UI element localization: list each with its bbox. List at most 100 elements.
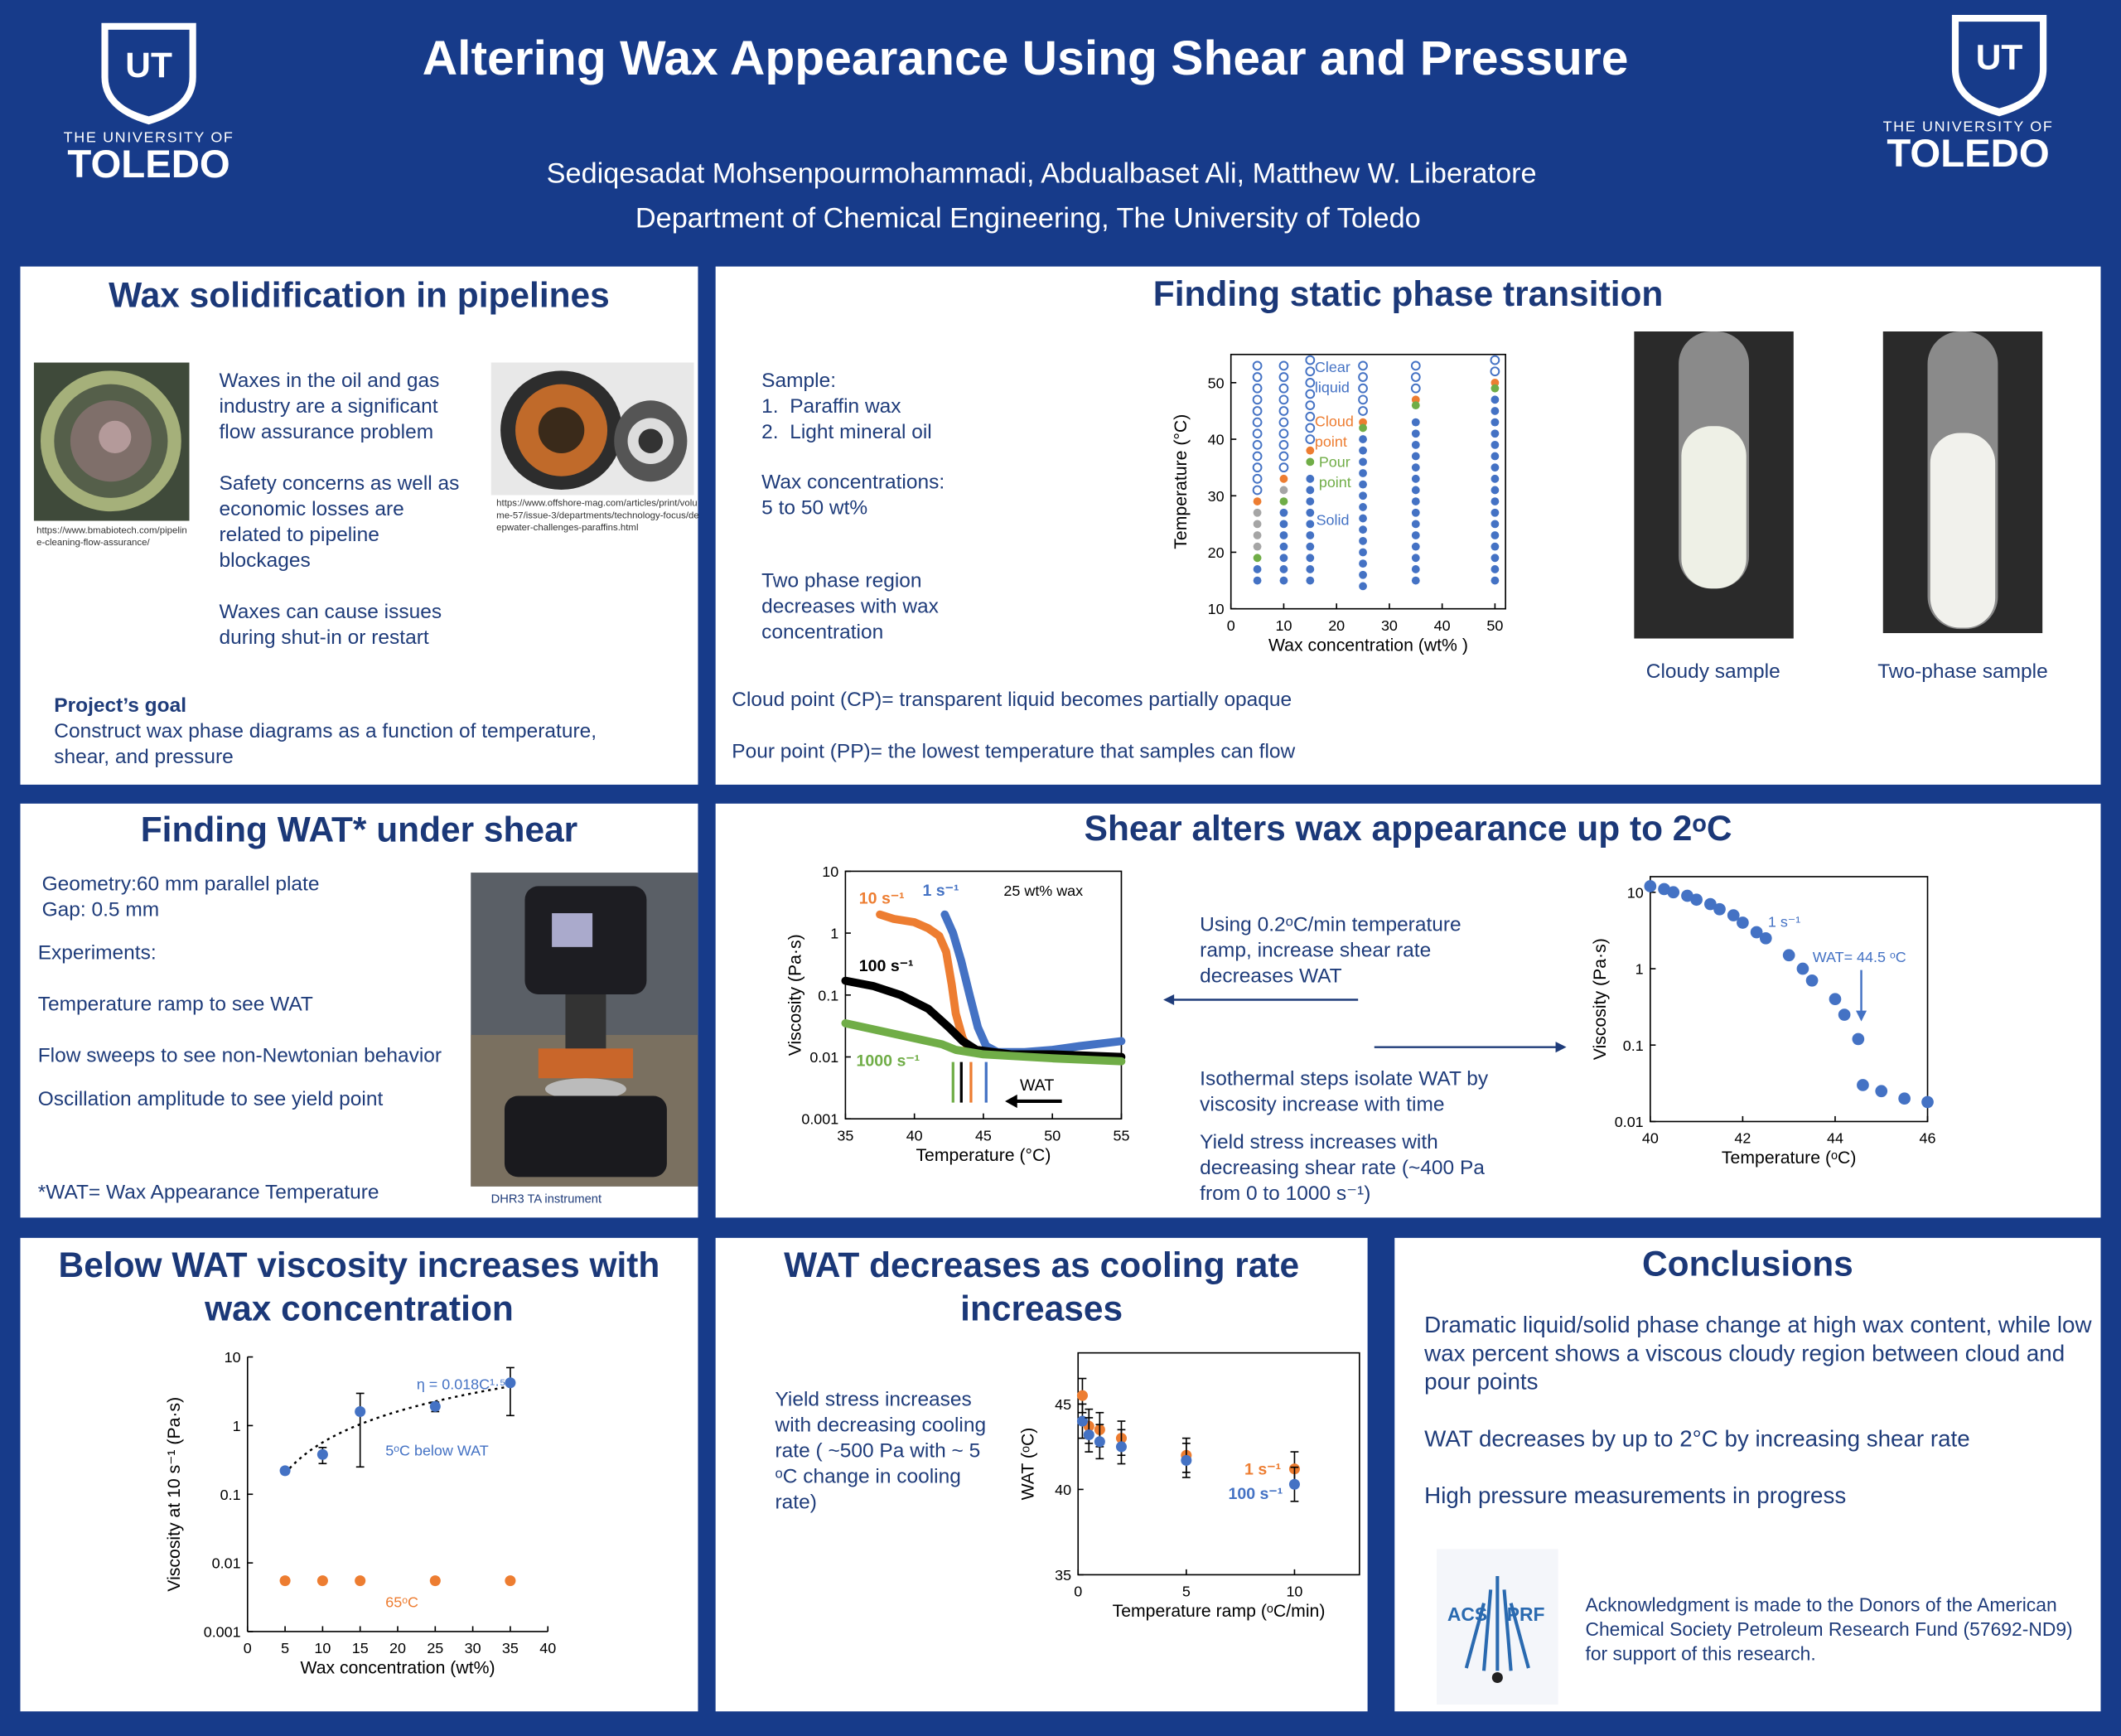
y-tick-label: 0.1 [220,1487,241,1503]
data-point [1306,531,1315,539]
data-point [1411,497,1420,505]
logo-line1: THE UNIVERSITY OF [64,128,234,145]
data-point [1252,360,1263,371]
panel-pipelines: Wax solidification in pipelines https://… [20,266,699,785]
data-point [1359,491,1367,500]
y-tick-label: 35 [1055,1567,1071,1584]
x-tick-label: 0 [1074,1584,1082,1600]
panel-title: Conclusions [1642,1243,1853,1284]
series-line [876,910,974,1054]
shield-inner [1959,22,2041,109]
y-tick-label: 1 [1635,961,1644,978]
x-tick-label: 5 [1182,1584,1191,1600]
data-point [1410,372,1421,382]
description: Isothermal steps isolate WAT by viscosit… [1200,1067,1489,1116]
data-point [1359,536,1367,545]
data-point [1857,1079,1869,1091]
data-point [1253,497,1262,505]
concentration-chart: η = 0.018C¹·⁵ 5ᵒC below WAT 65ᵒC 10 1 0.1 0… [165,1349,556,1678]
data-point [1358,406,1368,416]
y-axis-title: Viscosity (Pa·s) [786,934,805,1056]
series-label: 100 s⁻¹ [859,957,914,975]
acknowledgment: Acknowledgment is made to the Donors of … [1585,1593,2073,1665]
x-tick-label: 44 [1827,1130,1843,1147]
data-point [1410,360,1421,371]
plot-frame [1230,353,1506,610]
data-point [1278,440,1289,450]
tube-photo [1882,331,2043,634]
note: Two phase region decreases with wax conc… [761,569,939,645]
x-tick-label: 0 [1227,617,1235,634]
data-point [1305,400,1316,411]
logo-line1: THE UNIVERSITY OF [1883,118,2054,134]
x-axis-title: Wax concentration (wt% ) [1268,636,1468,655]
data-point [1358,372,1368,382]
data-point [1490,463,1500,472]
sample: 2. Light mineral oil [761,420,932,444]
data-point [1279,508,1288,517]
x-tick-label: 10 [314,1640,331,1656]
conclusion: Dramatic liquid/solid phase change at hi… [1424,1312,2092,1395]
data-point [1490,531,1500,539]
bullets: Waxes in the oil and gas industry are a … [219,368,469,650]
sample: 1. Paraffin wax [761,394,901,418]
x-tick-label: 10 [1275,617,1292,634]
experiment: Flow sweeps to see non-Newtonian behavio… [37,1044,442,1068]
data-point [1358,394,1368,405]
data-point [1305,377,1316,388]
series-label: 1000 s⁻¹ [856,1052,920,1071]
data-point [1305,355,1316,365]
bullet: Safety concerns as well as economic loss… [219,471,460,573]
data-point [1306,576,1315,585]
data-point [1252,428,1263,439]
x-axis-title: Temperature (°C) [916,1146,1051,1165]
y-tick-label: 0.01 [212,1555,241,1572]
panel-title: Finding static phase transition [1152,273,1664,314]
data-point [1852,1032,1865,1046]
data-point [355,1405,366,1418]
data-point [1279,474,1288,483]
data-point [1305,411,1316,422]
series-line [940,910,1126,1057]
data-point [1411,486,1420,495]
data-point [1411,401,1420,410]
data-point [1252,451,1263,462]
data-point [1359,559,1367,568]
plot-frame [1650,876,1929,1123]
logo-mark: UT [1976,37,2023,76]
credit: https://www.offshore-mag.com/articles/pr… [496,499,699,534]
data-point [1305,366,1316,377]
data-point [1490,366,1500,377]
data-point [1278,360,1289,371]
data-point [1359,582,1367,591]
data-point [1306,446,1315,455]
goal: Construct wax phase diagrams as a functi… [54,719,597,769]
data-point [1305,389,1316,399]
series-label: 100 s⁻¹ [1228,1485,1283,1503]
data-point [1306,508,1315,517]
x-tick-label: 45 [975,1127,992,1144]
title: Altering Wax Appearance Using Shear and … [422,29,1629,85]
x-tick-label: 0 [244,1640,252,1656]
data-point [1253,576,1262,585]
data-point [1278,462,1289,473]
x-axis-title: Temperature ramp (ᵒC/min) [1113,1602,1326,1621]
data-point [1898,1092,1911,1105]
data-point [1410,383,1421,394]
data-point [505,1377,516,1389]
data-point [1359,480,1367,489]
data-point [1252,406,1263,416]
data-point [1253,520,1262,529]
series-line [841,1018,1126,1066]
arrowhead [1005,1094,1017,1109]
plot-frame [1077,1352,1360,1576]
data-point [316,1575,328,1587]
panel-below: Below WAT viscosity increases with wax c… [20,1237,698,1712]
credit: https://www.bmabiotech.com/pipeline-clea… [36,526,187,549]
x-tick-label: 42 [1734,1130,1751,1147]
data-point [1115,1441,1127,1453]
tube-photo [1634,331,1794,639]
y-tick-label: 40 [1208,432,1225,448]
data-point [1252,394,1263,405]
